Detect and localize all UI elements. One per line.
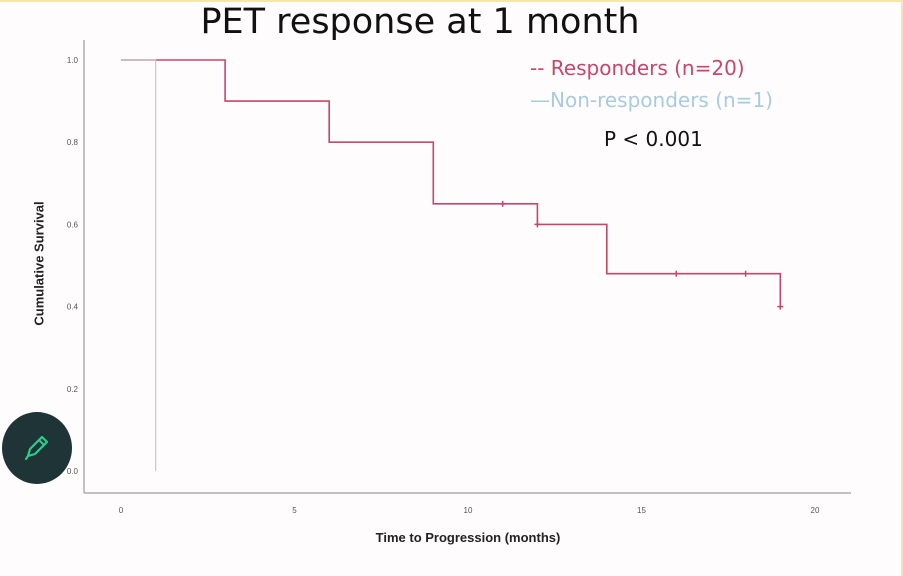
x-tick-label: 15 — [637, 506, 646, 515]
chart-censor-marks — [499, 200, 784, 310]
x-tick-label: 20 — [811, 506, 820, 515]
p-value-annotation: P < 0.001 — [604, 127, 703, 151]
y-tick-label: 0.0 — [67, 467, 79, 476]
chart-axes — [83, 40, 851, 494]
y-axis-label: Cumulative Survival — [31, 201, 47, 326]
pencil-icon — [24, 435, 49, 461]
chart-ticks: 1.0 0.8 0.6 0.4 0.2 0.0 0 5 10 15 20 — [67, 56, 820, 515]
x-tick-label: 5 — [292, 506, 297, 515]
y-tick-label: 0.6 — [67, 220, 79, 229]
y-tick-label: 0.8 — [67, 138, 79, 147]
legend-non-responders: —Non-responders (n=1) — [530, 88, 773, 112]
x-tick-label: 10 — [464, 506, 473, 515]
x-axis-label: Time to Progression (months) — [375, 530, 561, 545]
annotate-button[interactable] — [2, 412, 72, 484]
y-tick-label: 0.2 — [67, 385, 79, 394]
legend-responders: -- Responders (n=20) — [530, 56, 745, 80]
y-tick-label: 1.0 — [67, 56, 79, 65]
x-tick-label: 0 — [119, 506, 124, 515]
y-tick-label: 0.4 — [67, 303, 79, 312]
chart-title: PET response at 1 month — [200, 2, 640, 42]
series-line-1 — [121, 59, 157, 471]
chart-curves — [121, 59, 782, 471]
series-line-0 — [121, 59, 782, 307]
